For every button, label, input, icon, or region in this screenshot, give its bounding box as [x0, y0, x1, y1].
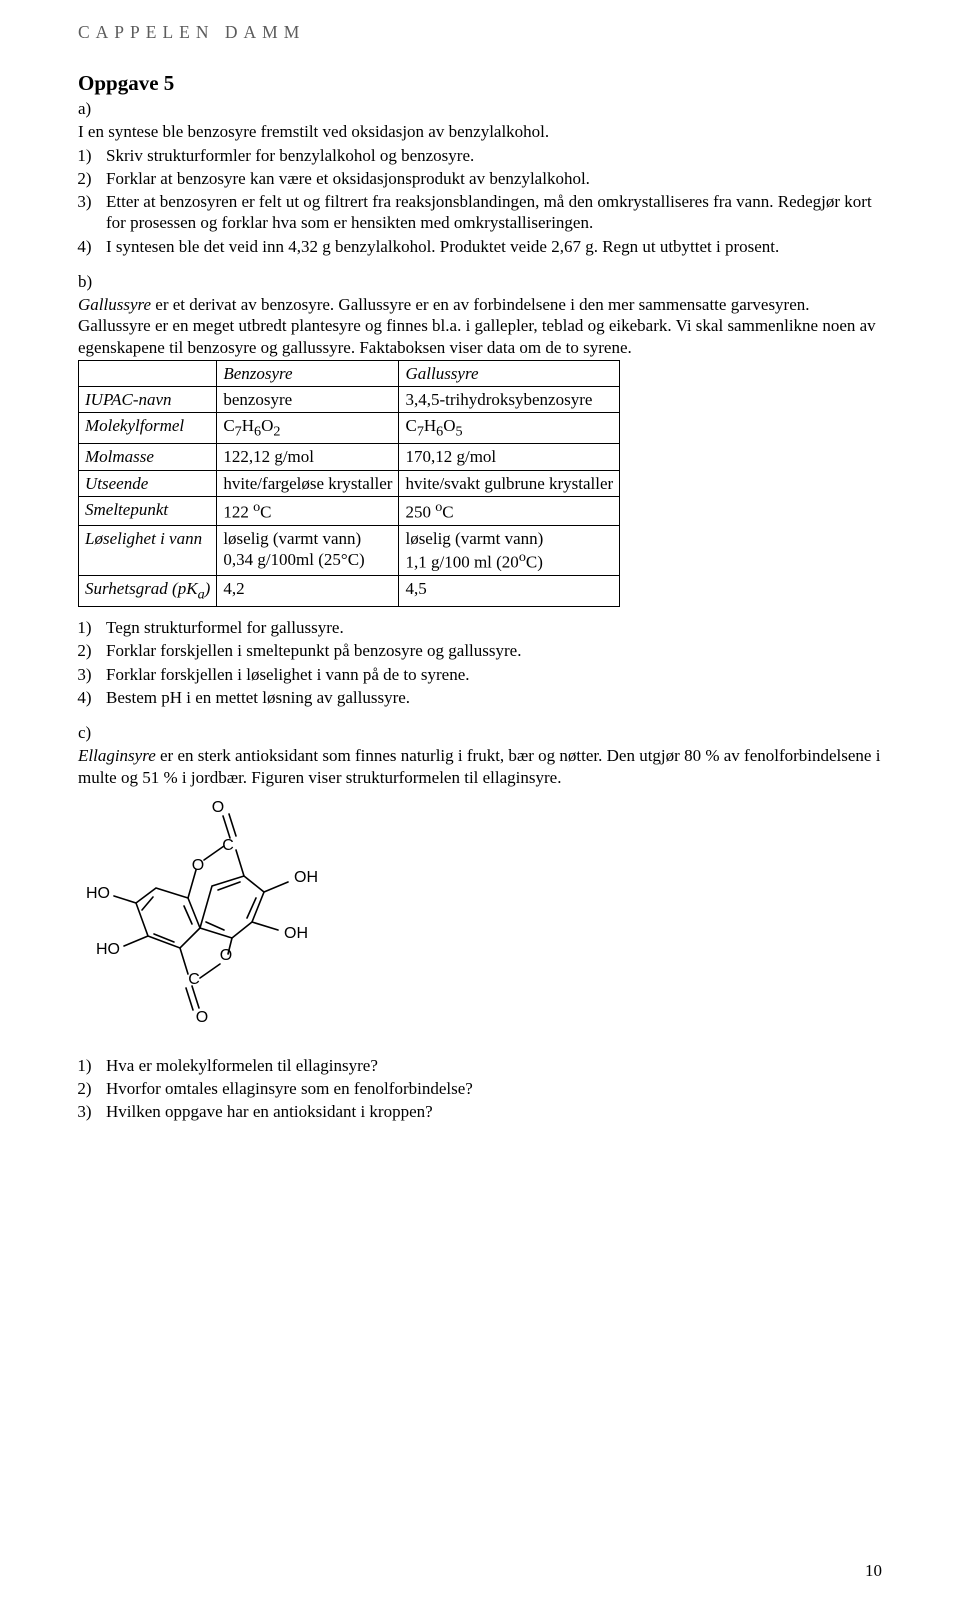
cell: 4,5	[399, 576, 620, 607]
part-b-label: b)	[78, 271, 882, 292]
table-row: Molekylformel C7H6O2 C7H6O5	[79, 413, 620, 444]
cell: 250 oC	[399, 496, 620, 525]
list-item: Etter at benzosyren er felt ut og filtre…	[100, 191, 882, 234]
row-label: Surhetsgrad (pKa)	[79, 576, 217, 607]
row-label: IUPAC-navn	[79, 387, 217, 413]
svg-text:O: O	[220, 947, 232, 964]
table-row: Løselighet i vann løselig (varmt vann)0,…	[79, 525, 620, 575]
list-item: Hvorfor omtales ellaginsyre som en fenol…	[100, 1078, 882, 1099]
svg-text:OH: OH	[294, 869, 318, 886]
list-item: Skriv strukturformler for benzylalkohol …	[100, 145, 882, 166]
part-a-label: a)	[78, 98, 882, 119]
svg-text:HO: HO	[86, 885, 110, 902]
list-item: Hvilken oppgave har en antioksidant i kr…	[100, 1101, 882, 1122]
ellaginsyre-lead: Ellaginsyre	[78, 746, 156, 765]
list-item: Bestem pH i en mettet løsning av galluss…	[100, 687, 882, 708]
svg-text:C: C	[222, 837, 234, 854]
cell: 170,12 g/mol	[399, 444, 620, 470]
svg-text:C: C	[188, 971, 200, 988]
table-row: Surhetsgrad (pKa) 4,2 4,5	[79, 576, 620, 607]
table-row: Molmasse 122,12 g/mol 170,12 g/mol	[79, 444, 620, 470]
list-item: Forklar at benzosyre kan være et oksidas…	[100, 168, 882, 189]
row-label: Utseende	[79, 470, 217, 496]
table-row: Smeltepunkt 122 oC 250 oC	[79, 496, 620, 525]
molecule-svg: C O O OH OH HO HO C O O	[78, 798, 368, 1043]
row-label: Molmasse	[79, 444, 217, 470]
data-table: Benzosyre Gallussyre IUPAC-navn benzosyr…	[78, 360, 620, 607]
list-item: Tegn strukturformel for gallussyre.	[100, 617, 882, 638]
brand-header: CAPPELEN DAMM	[78, 0, 882, 64]
svg-text:O: O	[212, 799, 224, 816]
cell: hvite/svakt gulbrune krystaller	[399, 470, 620, 496]
part-c-list: Hva er molekylformelen til ellaginsyre? …	[78, 1055, 882, 1123]
cell: løselig (varmt vann)1,1 g/100 ml (20oC)	[399, 525, 620, 575]
svg-text:HO: HO	[96, 941, 120, 958]
table-header-cell: Benzosyre	[217, 360, 399, 386]
row-label: Smeltepunkt	[79, 496, 217, 525]
cell: C7H6O5	[399, 413, 620, 444]
table-row: Utseende hvite/fargeløse krystaller hvit…	[79, 470, 620, 496]
table-header-row: Benzosyre Gallussyre	[79, 360, 620, 386]
gallussyre-lead: Gallussyre	[78, 295, 151, 314]
list-item: Forklar forskjellen i smeltepunkt på ben…	[100, 640, 882, 661]
list-item: I syntesen ble det veid inn 4,32 g benzy…	[100, 236, 882, 257]
ellaginsyre-structure: C O O OH OH HO HO C O O	[78, 798, 882, 1043]
cell: C7H6O2	[217, 413, 399, 444]
cell: 122,12 g/mol	[217, 444, 399, 470]
part-b-paragraph: Gallussyre er et derivat av benzosyre. G…	[78, 294, 882, 358]
list-item: Forklar forskjellen i løselighet i vann …	[100, 664, 882, 685]
row-label: Molekylformel	[79, 413, 217, 444]
list-item: Hva er molekylformelen til ellaginsyre?	[100, 1055, 882, 1076]
part-a-intro: I en syntese ble benzosyre fremstilt ved…	[78, 121, 882, 142]
cell: 122 oC	[217, 496, 399, 525]
part-b-rest: er et derivat av benzosyre. Gallussyre e…	[78, 295, 876, 357]
table-row: IUPAC-navn benzosyre 3,4,5-trihydroksybe…	[79, 387, 620, 413]
svg-text:O: O	[192, 857, 204, 874]
part-c-paragraph: Ellaginsyre er en sterk antioksidant som…	[78, 745, 882, 788]
part-a-list: Skriv strukturformler for benzylalkohol …	[78, 145, 882, 257]
row-label: Løselighet i vann	[79, 525, 217, 575]
task-title: Oppgave 5	[78, 70, 882, 96]
part-b-list: Tegn strukturformel for gallussyre. Fork…	[78, 617, 882, 708]
cell: benzosyre	[217, 387, 399, 413]
svg-text:O: O	[196, 1009, 208, 1026]
cell: 3,4,5-trihydroksybenzosyre	[399, 387, 620, 413]
cell: hvite/fargeløse krystaller	[217, 470, 399, 496]
table-header-cell: Gallussyre	[399, 360, 620, 386]
part-c-label: c)	[78, 722, 882, 743]
page-number: 10	[865, 1560, 882, 1581]
svg-text:OH: OH	[284, 925, 308, 942]
cell: 4,2	[217, 576, 399, 607]
part-c-rest: er en sterk antioksidant som finnes natu…	[78, 746, 880, 786]
table-header-cell	[79, 360, 217, 386]
cell: løselig (varmt vann)0,34 g/100ml (25°C)	[217, 525, 399, 575]
